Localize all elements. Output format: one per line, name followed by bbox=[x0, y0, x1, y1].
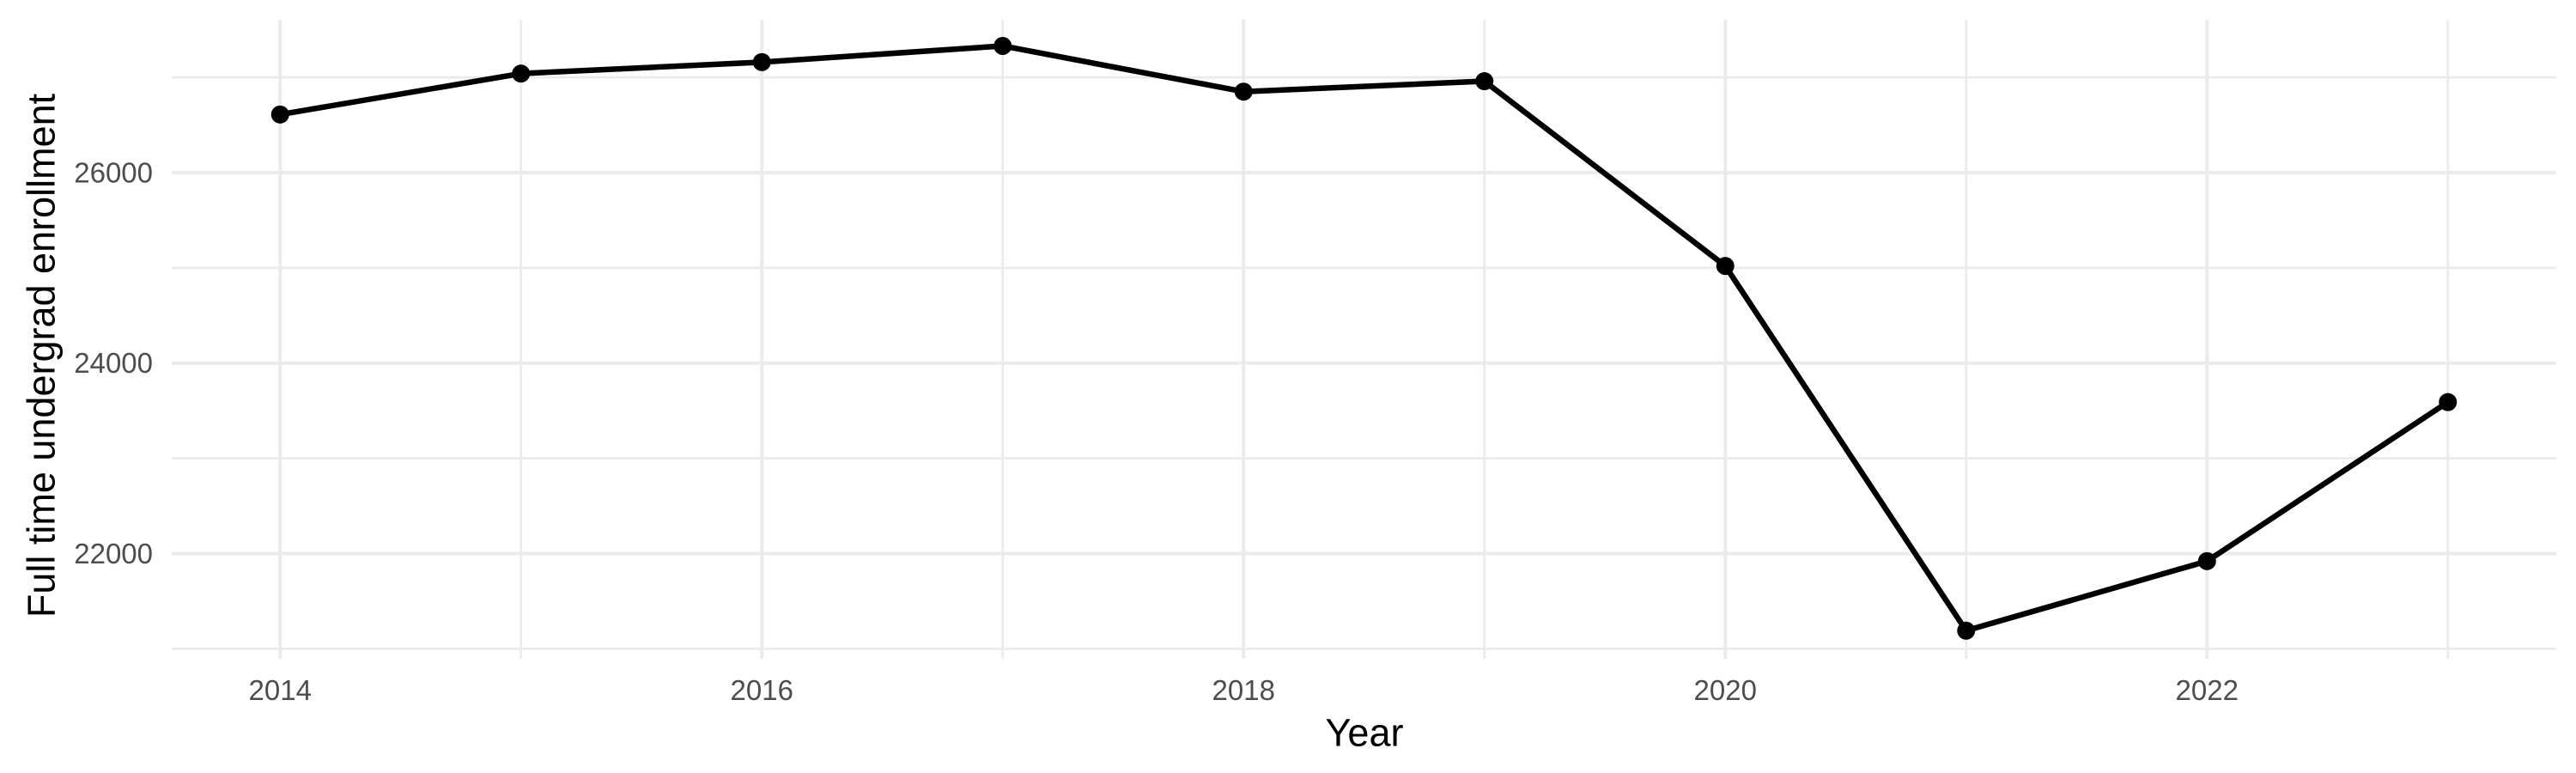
x-tick-label-2018: 2018 bbox=[1212, 674, 1275, 706]
data-point-2015 bbox=[512, 64, 531, 83]
x-tick-label-2022: 2022 bbox=[2176, 674, 2239, 706]
x-tick-label-2014: 2014 bbox=[249, 674, 312, 706]
y-tick-label-26000: 26000 bbox=[74, 156, 153, 188]
data-point-2018 bbox=[1234, 82, 1253, 101]
y-tick-label-22000: 22000 bbox=[74, 538, 153, 569]
data-series-layer bbox=[270, 36, 2458, 640]
x-axis-title: Year bbox=[1325, 710, 1404, 755]
data-point-2020 bbox=[1716, 257, 1735, 276]
gridlines-layer bbox=[172, 20, 2556, 659]
axis-tick-labels-layer: 2014 2016 2018 2020 2022 22000 24000 26000 bbox=[74, 156, 2239, 706]
data-point-2016 bbox=[752, 52, 771, 71]
y-axis-title: Full time undergrad enrollment bbox=[19, 93, 64, 618]
enrollment-trend-line bbox=[279, 43, 2450, 634]
data-point-2022 bbox=[2197, 551, 2216, 570]
data-point-2021 bbox=[1957, 621, 1976, 640]
x-tick-label-2020: 2020 bbox=[1694, 674, 1757, 706]
data-point-2017 bbox=[993, 36, 1012, 55]
y-tick-label-24000: 24000 bbox=[74, 347, 153, 379]
x-tick-label-2016: 2016 bbox=[731, 674, 793, 706]
data-point-2014 bbox=[270, 105, 289, 124]
data-point-2019 bbox=[1475, 72, 1494, 91]
data-point-2023 bbox=[2439, 393, 2458, 411]
